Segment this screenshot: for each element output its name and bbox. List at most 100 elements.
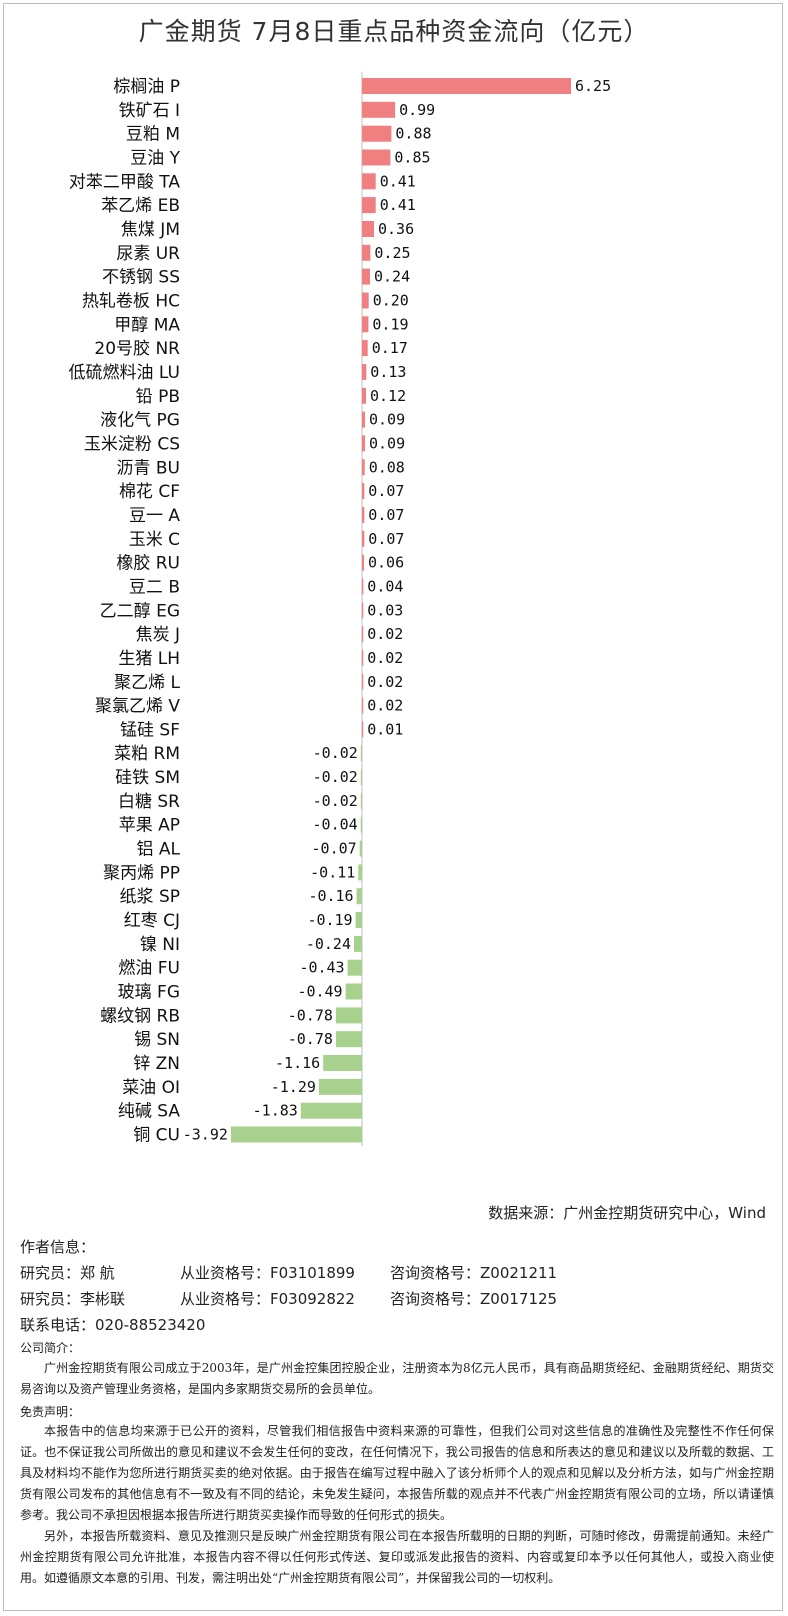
value-label: 0.13 — [370, 363, 406, 381]
value-label: -1.29 — [271, 1078, 316, 1096]
value-label: 0.20 — [373, 292, 409, 310]
value-label: 0.25 — [374, 244, 410, 262]
bar — [360, 745, 362, 762]
value-label: -0.24 — [306, 935, 351, 953]
bar — [362, 316, 369, 333]
bar — [335, 1007, 362, 1024]
company-heading: 公司简介： — [20, 1341, 81, 1355]
value-label: -0.78 — [288, 1006, 333, 1024]
value-label: 0.17 — [372, 339, 408, 357]
category-label: 液化气 PG — [100, 411, 180, 431]
category-label: 棕榈油 P — [113, 77, 180, 97]
category-label: 红枣 CJ — [124, 911, 180, 931]
value-label: 0.07 — [368, 506, 404, 524]
company-intro: 广州金控期货有限公司成立于2003年，是广州金控集团控股企业，注册资本为8亿元人… — [20, 1361, 774, 1396]
value-label: -0.02 — [313, 744, 358, 762]
category-label: 豆二 B — [129, 577, 180, 597]
author-qual: 从业资格号：F03092822 — [180, 1290, 355, 1308]
category-label: 锰硅 SF — [120, 720, 180, 740]
value-label: -0.19 — [307, 911, 352, 929]
bar — [360, 792, 362, 809]
author-role: 研究员：郑 航 — [20, 1264, 115, 1282]
category-label: 镍 NI — [140, 935, 180, 955]
bar — [360, 769, 362, 786]
category-label: 橡胶 RU — [116, 554, 180, 574]
value-label: 0.02 — [367, 649, 403, 667]
category-label: 聚氯乙烯 V — [95, 697, 180, 717]
bar — [355, 912, 362, 928]
value-label: 0.41 — [380, 172, 416, 190]
value-label: 0.02 — [367, 673, 403, 691]
page-frame — [3, 3, 783, 1611]
value-label: -0.43 — [299, 959, 344, 977]
category-label: 螺纹钢 RB — [100, 1006, 180, 1026]
value-label: 0.02 — [367, 625, 403, 643]
value-label: 0.41 — [380, 196, 416, 214]
author-phone: 联系电话：020-88523420 — [20, 1316, 206, 1334]
bar — [362, 602, 364, 619]
bar — [362, 459, 365, 476]
category-label: 棉花 CF — [119, 482, 180, 502]
category-label: 铅 PB — [136, 387, 180, 407]
bar — [347, 959, 362, 976]
bar — [362, 101, 396, 118]
bar — [230, 1126, 362, 1143]
category-label: 纸浆 SP — [120, 887, 180, 907]
value-label: 0.12 — [370, 387, 406, 405]
bar — [362, 387, 366, 404]
category-label: 沥青 BU — [116, 458, 180, 478]
chart-title: 广金期货 7月8日重点品种资金流向（亿元） — [138, 17, 650, 46]
value-label: 0.03 — [367, 601, 403, 619]
bar — [362, 268, 370, 285]
category-label: 硅铁 SM — [115, 768, 180, 788]
bar — [362, 673, 364, 690]
category-label: 低硫燃料油 LU — [69, 363, 180, 383]
bar — [362, 506, 365, 523]
category-label: 锡 SN — [134, 1030, 180, 1050]
bar — [362, 340, 368, 357]
value-label: -3.92 — [183, 1126, 228, 1144]
value-label: 0.06 — [368, 554, 404, 572]
value-label: 0.24 — [374, 268, 410, 286]
bar — [360, 816, 362, 833]
bar — [362, 244, 371, 261]
value-label: 0.09 — [369, 411, 405, 429]
value-label: 0.88 — [395, 125, 431, 143]
value-label: -0.04 — [313, 816, 358, 834]
value-label: -0.11 — [310, 863, 355, 881]
category-label: 不锈钢 SS — [102, 268, 180, 288]
category-label: 焦煤 JM — [121, 220, 180, 240]
category-label: 铁矿石 I — [119, 101, 180, 121]
category-label: 甲醇 MA — [114, 315, 180, 335]
bar — [362, 221, 374, 237]
value-label: -0.02 — [313, 768, 358, 786]
bar — [362, 554, 364, 571]
bar — [345, 983, 362, 1000]
author-row-1: 研究员：郑 航 从业资格号：F03101899 咨询资格号：Z0021211 — [20, 1262, 557, 1283]
category-label: 苹果 AP — [119, 816, 180, 836]
category-label: 乙二醇 EG — [100, 601, 180, 621]
value-label: -1.83 — [253, 1102, 298, 1120]
category-label: 铜 CU — [133, 1126, 180, 1146]
category-label: 豆油 Y — [130, 149, 180, 169]
bar — [362, 173, 376, 190]
bar-chart: 棕榈油 P 6.25 铁矿石 I 0.99 豆粕 M 0.88 豆油 Y 0.85 对苯二甲酸 … — [69, 72, 611, 1146]
value-label: 0.01 — [367, 720, 403, 738]
disclaimer-heading: 免责声明： — [20, 1405, 81, 1419]
category-label: 锌 ZN — [133, 1054, 180, 1074]
author-consult: 咨询资格号：Z0021211 — [390, 1264, 558, 1282]
bar — [362, 364, 367, 380]
bar — [300, 1102, 362, 1119]
value-label: 0.02 — [367, 697, 403, 715]
bar — [362, 435, 365, 452]
value-label: -0.78 — [288, 1030, 333, 1048]
category-label: 铝 AL — [136, 840, 180, 860]
bar — [335, 1031, 362, 1048]
category-label: 生猪 LH — [118, 649, 180, 669]
value-label: -0.49 — [297, 983, 342, 1001]
bar — [362, 292, 369, 309]
bar — [362, 197, 376, 214]
value-label: -0.02 — [313, 792, 358, 810]
value-label: -0.16 — [308, 887, 353, 905]
disclaimer-paragraph-1: 本报告中的信息均来源于已公开的资料，尽管我们相信报告中资料来源的可靠性，但我们公… — [20, 1424, 774, 1522]
